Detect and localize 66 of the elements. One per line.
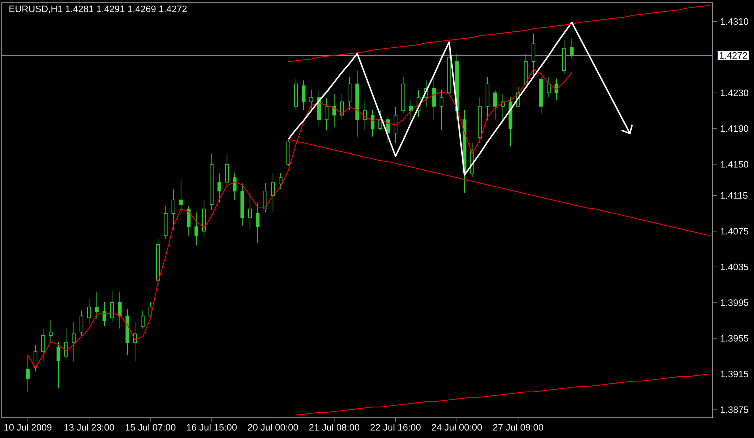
- candlestick: [225, 154, 230, 188]
- candlestick: [570, 38, 574, 59]
- candlestick: [264, 182, 268, 214]
- candlestick: [310, 90, 314, 110]
- candlestick: [95, 292, 99, 320]
- candlestick: [87, 298, 92, 325]
- candlestick: [501, 94, 505, 124]
- candlestick: [141, 310, 145, 330]
- x-tick-label: 24 Jul 00:00: [432, 424, 482, 431]
- candlestick: [118, 292, 122, 330]
- candlestick: [279, 173, 283, 190]
- y-tick-label: 1.3915: [721, 370, 749, 378]
- candlestick: [42, 328, 46, 362]
- candlestick: [332, 94, 336, 128]
- y-tick-label: 1.4310: [721, 18, 749, 26]
- x-tick-label: 22 Jul 16:00: [370, 424, 421, 431]
- candlestick: [26, 355, 30, 392]
- y-tick-label: 1.4075: [721, 228, 749, 235]
- y-tick-label: 1.3875: [721, 406, 749, 414]
- candlestick: [340, 94, 344, 120]
- candlestick: [324, 98, 329, 131]
- candlestick: [179, 179, 184, 214]
- candlestick: [172, 189, 176, 230]
- x-tick-label: 15 Jul 07:00: [126, 424, 176, 431]
- y-tick-label: 1.3955: [721, 335, 749, 342]
- candlestick: [494, 90, 498, 120]
- candlestick: [164, 206, 168, 240]
- candlestick: [256, 202, 260, 244]
- ref-line-label: 1.4272: [720, 52, 748, 59]
- x-tick-label: 16 Jul 15:00: [187, 424, 237, 431]
- candlestick: [532, 34, 536, 78]
- x-tick-label: 10 Jul 2009: [4, 424, 52, 431]
- x-tick-label: 13 Jul 23:00: [64, 424, 114, 431]
- y-tick-label: 1.4230: [721, 90, 749, 96]
- candlestick: [72, 322, 76, 362]
- x-tick-label: 27 Jul 09:00: [493, 424, 544, 431]
- candlestick: [547, 76, 551, 98]
- x-tick-label: 20 Jul 00:00: [248, 424, 298, 431]
- candlestick: [49, 320, 53, 342]
- candlestick: [348, 76, 352, 110]
- candlestick: [110, 290, 114, 323]
- candlestick: [432, 76, 436, 120]
- candlestick: [271, 173, 276, 214]
- candlestick: [248, 192, 252, 230]
- candlestick: [294, 78, 298, 110]
- candlestick: [56, 342, 61, 389]
- candlestick: [562, 40, 566, 75]
- y-tick-label: 1.4150: [721, 161, 749, 168]
- candlestick: [80, 310, 84, 336]
- y-tick-label: 1.4190: [721, 126, 749, 132]
- x-tick-label: 21 Jul 08:00: [310, 424, 360, 431]
- candlestick: [486, 76, 490, 120]
- candlestick: [409, 100, 413, 120]
- candlestick: [286, 138, 290, 167]
- y-tick-label: 1.4035: [721, 264, 749, 270]
- y-tick-label: 1.4115: [721, 192, 748, 200]
- candlestick: [378, 110, 382, 131]
- candlestick: [440, 90, 444, 131]
- y-tick-label: 1.3995: [721, 300, 749, 306]
- candlestick: [302, 80, 306, 110]
- candlestick: [187, 206, 191, 236]
- candlestick: [194, 212, 198, 246]
- candlestick: [524, 54, 528, 85]
- chart-title: EURUSD,H1 1.4281 1.4291 1.4269 1.4272: [10, 6, 187, 14]
- candlestick: [233, 173, 237, 201]
- candlestick: [218, 173, 222, 204]
